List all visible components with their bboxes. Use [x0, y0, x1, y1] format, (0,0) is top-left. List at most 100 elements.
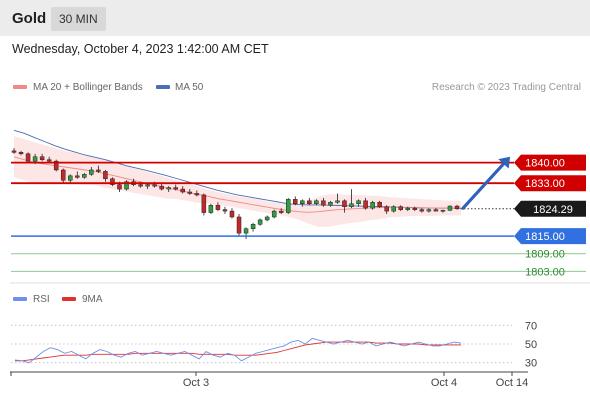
candle-body	[377, 202, 382, 207]
current-price-tag	[514, 200, 586, 217]
candle-body	[342, 200, 347, 207]
candle-body	[25, 153, 31, 162]
candle-body	[152, 184, 157, 187]
rsi-tick-label: 70	[525, 320, 537, 332]
candle-body	[412, 207, 418, 210]
candle-body	[194, 193, 200, 196]
candle-body	[124, 181, 129, 190]
rsi-line	[14, 337, 462, 364]
candle-body	[18, 152, 24, 155]
resistance-price-tag	[514, 154, 586, 171]
rsi-legend-swatch	[13, 297, 27, 301]
ma50-legend-swatch	[156, 85, 170, 89]
candle-body	[321, 200, 326, 206]
candle-body	[229, 210, 235, 218]
candle-body	[166, 187, 171, 190]
candle-body	[39, 156, 45, 160]
candle-body	[250, 224, 256, 229]
candle-body	[419, 209, 425, 212]
candle-body	[46, 159, 52, 162]
x-axis: Oct 3 Oct 4 Oct 14	[10, 371, 528, 389]
candle-body	[201, 194, 207, 213]
candle-body	[363, 200, 368, 209]
chart-legend: MA 20 + Bollinger Bands MA 50 Research ©…	[13, 82, 581, 93]
rsi-tick-label: 30	[525, 358, 537, 370]
candle-body	[82, 174, 87, 178]
candle-body	[307, 200, 312, 204]
timestamp: Wednesday, October 4, 2023 1:42:00 AM CE…	[12, 42, 269, 56]
candle-body	[180, 188, 186, 193]
candle-body	[173, 187, 178, 190]
current-price-label: 1824.29	[533, 204, 573, 216]
candle-body	[145, 184, 150, 187]
candle-body	[285, 199, 291, 213]
target-level-label: 1803.00	[525, 266, 565, 278]
candle-body	[257, 219, 263, 225]
rsi-ma-legend-swatch	[62, 297, 76, 301]
candle-body	[208, 204, 214, 213]
forecast-arrow	[461, 156, 511, 210]
candle-body	[138, 184, 143, 187]
candle-body	[236, 216, 242, 234]
x-tick-label: Oct 3	[183, 377, 209, 389]
candle-body	[271, 210, 277, 218]
candle-body	[293, 199, 298, 204]
candle-body	[89, 169, 94, 175]
timeframe-button[interactable]: 30 MIN	[51, 7, 106, 31]
candle-body	[96, 169, 101, 172]
candle-body	[60, 169, 66, 181]
candle-body	[300, 200, 305, 204]
candle-body	[11, 150, 17, 153]
resistance-price-label: 1840.00	[525, 158, 565, 170]
candle-body	[335, 200, 340, 203]
bollinger-band	[14, 136, 461, 227]
candle-body	[222, 209, 228, 212]
candle-body	[215, 204, 221, 210]
candle-body	[159, 185, 164, 190]
x-tick-label: Oct 4	[431, 377, 457, 389]
forecast-arrow-head	[498, 156, 511, 169]
candle-body	[75, 175, 80, 178]
candle-body	[328, 202, 333, 206]
candle-body	[264, 216, 270, 221]
support-price-tag	[514, 228, 586, 245]
credit-text: Research © 2023 Trading Central	[432, 82, 581, 93]
candle-body	[53, 160, 59, 171]
resistance-price-tag	[514, 175, 586, 192]
x-tick-label: Oct 14	[496, 377, 528, 389]
rsi-tick-label: 50	[525, 339, 537, 351]
candle-body	[187, 191, 193, 194]
candle-body	[440, 209, 446, 212]
candle-body	[405, 207, 411, 210]
ma50-legend-label: MA 50	[175, 82, 204, 93]
instrument-title: Gold	[12, 10, 47, 27]
candle-body	[398, 206, 403, 210]
rsi-legend: RSI 9MA	[13, 294, 103, 305]
rsi-panel: 70 50 30	[11, 320, 537, 370]
candle-body	[349, 203, 354, 207]
candle-body	[103, 171, 108, 180]
rsi-legend-label: RSI	[33, 294, 50, 305]
candle-body	[433, 209, 439, 212]
bb-legend-label: MA 20 + Bollinger Bands	[33, 82, 143, 93]
bb-legend-swatch	[13, 85, 27, 89]
support-price-label: 1815.00	[525, 231, 565, 243]
candle-body	[447, 205, 453, 211]
candle-body	[117, 184, 122, 190]
candle-body	[314, 200, 319, 204]
candle-body	[426, 209, 432, 212]
candle-body	[278, 210, 284, 213]
resistance-price-label: 1833.00	[525, 178, 565, 190]
bollinger-band-area	[14, 136, 461, 227]
candle-body	[68, 175, 73, 181]
candle-body	[32, 156, 38, 162]
candle-body	[370, 202, 375, 209]
forecast-arrow-shaft	[461, 159, 508, 210]
candle-body	[243, 228, 249, 234]
candle-body	[391, 206, 396, 212]
candle-body	[356, 200, 361, 204]
target-level-label: 1809.00	[525, 249, 565, 261]
candle-body	[384, 206, 389, 212]
rsi-ma-legend-label: 9MA	[82, 294, 103, 305]
price-levels: 1840.00 1833.00 1824.29 1815.00 1809.00 1803.…	[11, 154, 586, 278]
